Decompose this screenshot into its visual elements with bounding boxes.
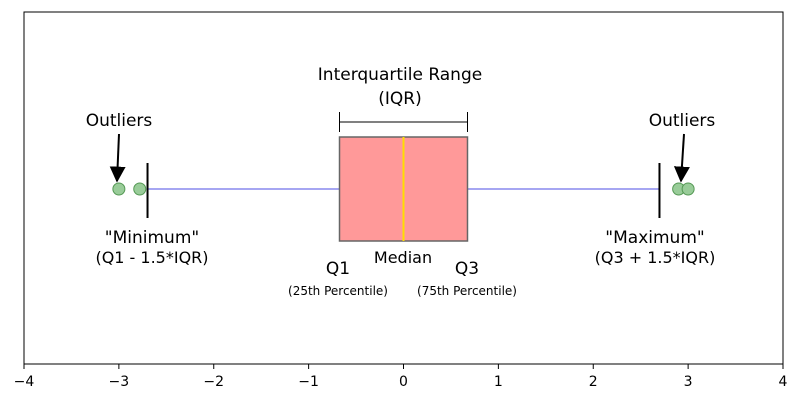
outliers-left-label: Outliers (86, 111, 153, 131)
outlier-point (112, 182, 126, 196)
outliers-right-label: Outliers (649, 111, 716, 131)
outliers-right-arrow (673, 133, 690, 183)
x-tick-label: −3 (109, 374, 130, 390)
minimum-formula: (Q1 - 1.5*IQR) (95, 248, 208, 267)
q3-description: (75th Percentile) (417, 284, 517, 298)
x-tick-label: 4 (779, 374, 788, 390)
minimum-label: "Minimum" (105, 228, 199, 248)
iqr-title: Interquartile Range (318, 65, 482, 85)
x-tick-label: 0 (399, 374, 408, 390)
iqr-abbrev: (IQR) (378, 89, 421, 109)
outlier-points (112, 182, 695, 196)
x-tick-label: −2 (203, 374, 224, 390)
maximum-formula: (Q3 + 1.5*IQR) (595, 248, 716, 267)
x-tick-label: −1 (298, 374, 319, 390)
x-tick-label: 1 (494, 374, 503, 390)
median-label: Median (374, 248, 432, 267)
q3-label: Q3 (455, 259, 479, 279)
outlier-point (681, 182, 695, 196)
maximum-label: "Maximum" (605, 228, 704, 248)
x-tick-label: −4 (14, 374, 35, 390)
outlier-point (133, 182, 147, 196)
x-axis: −4 −3 −2 −1 0 1 2 3 4 (14, 364, 788, 390)
q1-description: (25th Percentile) (288, 284, 388, 298)
outliers-left-arrow (109, 133, 126, 183)
x-tick-label: 2 (589, 374, 598, 390)
iqr-bracket (339, 112, 468, 132)
q1-label: Q1 (326, 259, 350, 279)
x-tick-label: 3 (684, 374, 693, 390)
